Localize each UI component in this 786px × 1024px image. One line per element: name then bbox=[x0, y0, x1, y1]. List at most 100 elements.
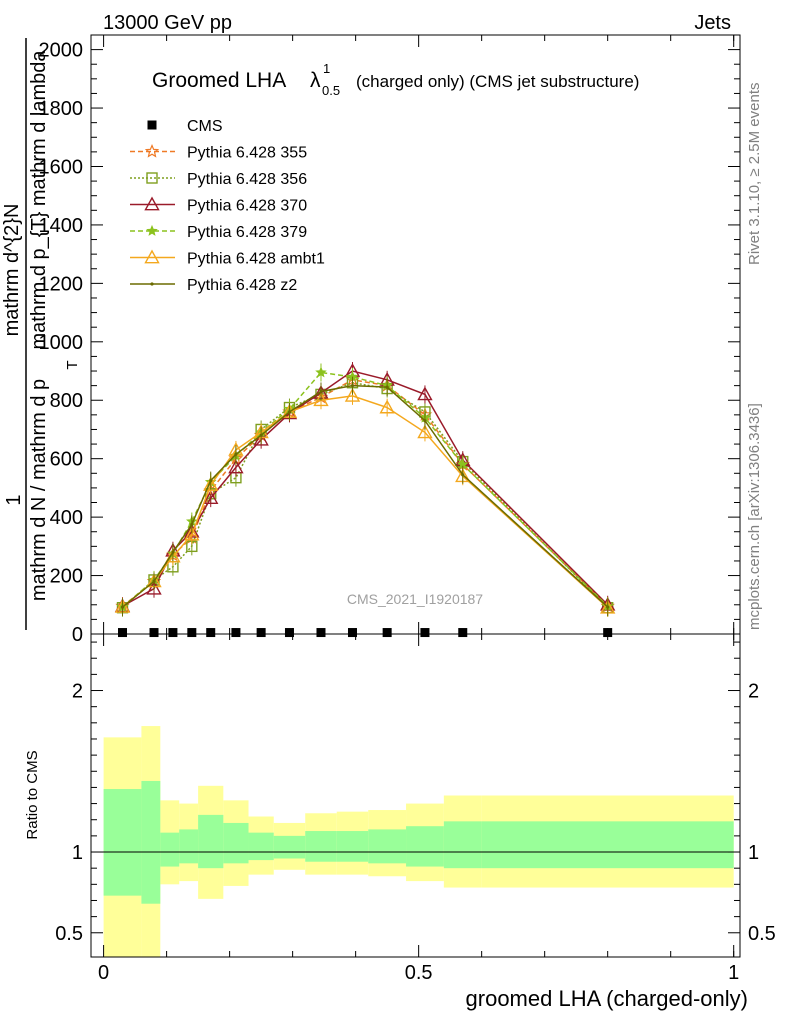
legend-label: Pythia 6.428 z2 bbox=[187, 277, 297, 294]
main-panel-border bbox=[90, 34, 741, 635]
legend-label-cms: CMS bbox=[187, 118, 223, 135]
series-point bbox=[423, 419, 427, 423]
legend: CMS Pythia 6.428 355 Pythia 6.428 356 Pythi… bbox=[130, 118, 325, 294]
series-point bbox=[313, 392, 329, 407]
ratio-tick-label-right: 0.5 bbox=[748, 923, 776, 945]
ratio-tick-label-right: 2 bbox=[748, 681, 759, 703]
y-tick-label: 2000 bbox=[39, 40, 84, 62]
ratio-band-inner bbox=[443, 821, 482, 869]
analysis-watermark: CMS_2021_I1920187 bbox=[347, 591, 483, 607]
legend-marker bbox=[146, 224, 158, 236]
series-line bbox=[122, 379, 609, 607]
series-4 bbox=[114, 386, 616, 617]
ratio-band-inner bbox=[481, 821, 734, 869]
y-tick-label: 1600 bbox=[39, 156, 84, 178]
series-point bbox=[606, 605, 610, 609]
series-point bbox=[152, 579, 156, 584]
title-subscript: 0.5 bbox=[322, 83, 340, 98]
series-point bbox=[315, 366, 327, 378]
legend-label: Pythia 6.428 ambt1 bbox=[187, 251, 325, 268]
header-left-label: 13000 GeV pp bbox=[103, 12, 232, 34]
series-1 bbox=[116, 373, 614, 617]
legend-marker bbox=[146, 172, 158, 184]
ratio-tick-label-left: 1 bbox=[72, 842, 83, 864]
y-tick-label: 1800 bbox=[39, 98, 84, 120]
series-line bbox=[122, 384, 609, 608]
ratio-tick-label-left: 0.5 bbox=[55, 923, 83, 945]
series-point bbox=[287, 410, 292, 414]
rivet-version-label: Rivet 3.1.10, ≥ 2.5M events bbox=[746, 83, 763, 266]
y-tick-label: 0 bbox=[72, 624, 83, 646]
y-label-one: 1 bbox=[3, 494, 25, 505]
series-point bbox=[190, 522, 194, 527]
legend-marker bbox=[150, 282, 154, 286]
y-tick-label: 200 bbox=[50, 566, 83, 588]
ratio-band-inner bbox=[368, 829, 407, 864]
title-superscript: 1 bbox=[323, 61, 330, 76]
series-point bbox=[203, 477, 219, 491]
series-point bbox=[259, 433, 263, 437]
x-tick-label: 0.5 bbox=[405, 962, 433, 984]
ratio-band-inner bbox=[141, 780, 161, 904]
series-point bbox=[234, 452, 238, 456]
ratio-frame: 0.5 0.5 1 1 2 2 0 0.5 1 bbox=[55, 633, 776, 984]
ratio-band-inner bbox=[305, 831, 337, 862]
title-lambda: λ bbox=[310, 69, 321, 92]
cms-point bbox=[118, 628, 128, 638]
x-tick-label: 1 bbox=[728, 962, 739, 984]
legend-cms-marker bbox=[147, 120, 157, 130]
series-line bbox=[122, 371, 609, 608]
series-point bbox=[319, 389, 323, 394]
cms-point bbox=[347, 628, 357, 638]
mcplots-label: mcplots.cern.ch [arXiv:1306.3436] bbox=[746, 403, 763, 630]
legend-marker bbox=[144, 143, 160, 158]
ratio-tick-label-right: 1 bbox=[748, 842, 759, 864]
cms-point bbox=[420, 628, 430, 638]
main-frame: 0 200 400 600 800 1000 1200 1400 1600 1800 2000 bbox=[39, 34, 741, 646]
cms-point bbox=[316, 628, 326, 638]
cms-point bbox=[458, 628, 468, 638]
cms-point bbox=[149, 628, 159, 638]
series-point bbox=[344, 387, 361, 402]
y-tick-label: 1400 bbox=[39, 215, 84, 237]
cms-point bbox=[603, 628, 613, 638]
cms-point bbox=[206, 628, 216, 638]
series-point bbox=[350, 384, 355, 388]
series-point bbox=[146, 580, 162, 595]
y-tick-label: 1000 bbox=[39, 332, 84, 354]
series-layer bbox=[114, 362, 616, 638]
series-point bbox=[253, 431, 269, 446]
cms-point bbox=[231, 628, 241, 638]
series-5 bbox=[120, 376, 610, 617]
y-tick-label: 800 bbox=[50, 390, 83, 412]
legend-label: Pythia 6.428 379 bbox=[187, 224, 307, 241]
legend-label: Pythia 6.428 370 bbox=[187, 198, 307, 215]
cms-data bbox=[118, 628, 613, 638]
y-label-numerator-bottom: mathrm d p_{T} mathrm d lambda bbox=[28, 50, 50, 350]
y-tick-label: 1200 bbox=[39, 273, 84, 295]
y-tick-label: 400 bbox=[50, 507, 83, 529]
series-point bbox=[171, 550, 175, 554]
legend-label: Pythia 6.428 356 bbox=[187, 171, 307, 188]
series-point bbox=[461, 473, 465, 477]
series-line bbox=[122, 381, 609, 609]
y-label-denominator-top: mathrm d N / mathrm d p bbox=[28, 379, 50, 601]
title-rest: (charged only) (CMS jet substructure) bbox=[356, 72, 639, 91]
series-point bbox=[379, 399, 395, 414]
ratio-band-inner bbox=[406, 826, 444, 867]
ratio-tick-label-left: 2 bbox=[72, 681, 83, 703]
series-point bbox=[417, 424, 433, 439]
cms-point bbox=[256, 628, 266, 638]
series-point bbox=[417, 386, 433, 401]
y-tick-label: 600 bbox=[50, 449, 83, 471]
series-3 bbox=[116, 363, 614, 617]
series-0 bbox=[115, 370, 615, 616]
series-point bbox=[209, 478, 213, 483]
series-line bbox=[122, 395, 609, 609]
ratio-band-inner bbox=[273, 835, 306, 859]
ratio-band-inner bbox=[223, 822, 249, 864]
title-main: Groomed LHA bbox=[152, 69, 286, 92]
legend-marker bbox=[144, 196, 160, 211]
ratio-bands bbox=[103, 726, 734, 957]
series-point bbox=[184, 526, 200, 541]
